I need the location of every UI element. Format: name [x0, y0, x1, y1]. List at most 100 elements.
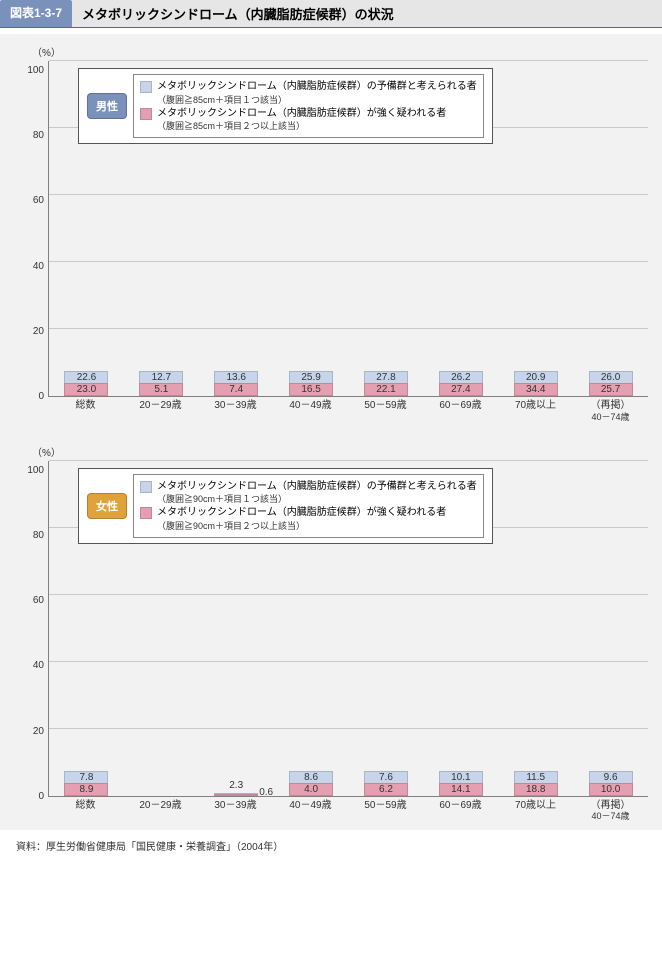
bar-value-strong: 4.0	[304, 784, 318, 795]
bar-group: 18.811.5	[498, 461, 573, 796]
bar-segment-reserve: 25.9	[289, 371, 333, 383]
legend-swatch	[140, 108, 152, 120]
legend-entry: メタボリックシンドローム（内臓脂肪症候群）が強く疑われる者（腹囲≧90cm＋項目…	[140, 506, 477, 532]
legend-label: メタボリックシンドローム（内臓脂肪症候群）の予備群と考えられる者（腹囲≧85cm…	[157, 80, 477, 106]
bar-segment-reserve: 11.5	[514, 771, 558, 783]
bar-segment-reserve: 13.6	[214, 371, 258, 383]
bar-segment-strong: 16.5	[289, 383, 333, 396]
y-tick: 0	[38, 792, 44, 802]
figure-number-tag: 図表1-3-7	[0, 0, 72, 27]
legend-swatch	[140, 507, 152, 519]
bar-stack: 7.413.6	[214, 371, 258, 396]
bar-value-strong: 6.2	[379, 784, 393, 795]
bar-stack: 4.08.6	[289, 771, 333, 796]
bar-value-strong: 14.1	[451, 784, 470, 795]
bar-value-strong: 22.1	[376, 384, 395, 395]
bar-value-reserve: 25.9	[301, 372, 320, 383]
bar-value-strong: 18.8	[526, 784, 545, 795]
legend-entries: メタボリックシンドローム（内臓脂肪症候群）の予備群と考えられる者（腹囲≧90cm…	[133, 474, 484, 538]
category-label: （再掲）40－74歳	[573, 400, 648, 422]
bar-stack: 25.726.0	[589, 371, 633, 396]
bar-segment-strong: 22.1	[364, 383, 408, 396]
bar-value-strong: 5.1	[154, 384, 168, 395]
bar-value-reserve: 13.6	[226, 372, 245, 383]
bar-stack: 0.62.3	[214, 793, 258, 796]
bar-segment-reserve: 22.6	[64, 371, 108, 383]
bar-value-reserve: 22.6	[77, 372, 96, 383]
y-tick: 40	[33, 661, 44, 671]
y-unit-label: （%）	[32, 444, 648, 459]
legend-entry: メタボリックシンドローム（内臓脂肪症候群）が強く疑われる者（腹囲≧85cm＋項目…	[140, 107, 477, 133]
bar-value-reserve: 20.9	[526, 372, 545, 383]
category-label: 60－69歳	[423, 400, 498, 422]
legend-sublabel: （腹囲≧90cm＋項目１つ該当）	[157, 493, 477, 505]
legend-sublabel: （腹囲≧85cm＋項目２つ以上該当）	[157, 120, 446, 132]
bar-segment-reserve: 7.6	[364, 771, 408, 783]
y-axis: 100806040200	[14, 61, 48, 397]
legend-sublabel: （腹囲≧90cm＋項目２つ以上該当）	[157, 520, 446, 532]
y-tick: 100	[27, 66, 44, 76]
category-sublabel: 40－74歳	[573, 412, 648, 422]
bar-stack: 34.420.9	[514, 371, 558, 396]
bar-segment-strong: 0.6	[214, 794, 258, 796]
bar-segment-strong: 5.1	[139, 383, 183, 396]
bar-stack: 5.112.7	[139, 371, 183, 396]
bar-value-reserve: 2.3	[229, 780, 243, 791]
bar-value-reserve: 26.0	[601, 372, 620, 383]
figure-container: 図表1-3-7 メタボリックシンドローム（内臓脂肪症候群）の状況 （%） 100 8…	[0, 0, 662, 861]
category-label: 40－49歳	[273, 400, 348, 422]
y-tick: 100	[27, 466, 44, 476]
bar-group: 10.09.6	[573, 461, 648, 796]
category-axis: 総数20－29歳30－39歳40－49歳50－59歳60－69歳70歳以上（再掲…	[48, 797, 648, 822]
bar-value-strong: 0.6	[259, 787, 273, 798]
bar-stack: 6.27.6	[364, 771, 408, 796]
category-label: 70歳以上	[498, 800, 573, 822]
category-label: （再掲）40－74歳	[573, 800, 648, 822]
bar-segment-reserve: 26.2	[439, 371, 483, 383]
y-tick: 0	[38, 392, 44, 402]
bar-segment-strong: 23.0	[64, 383, 108, 396]
bar-segment-strong: 18.8	[514, 783, 558, 796]
bar-segment-strong: 7.4	[214, 383, 258, 396]
title-bar: 図表1-3-7 メタボリックシンドローム（内臓脂肪症候群）の状況	[0, 0, 662, 28]
bar-stack: 10.09.6	[589, 771, 633, 796]
bar-group: 25.726.0	[573, 61, 648, 396]
legend-box: 女性メタボリックシンドローム（内臓脂肪症候群）の予備群と考えられる者（腹囲≧90…	[78, 468, 493, 544]
bar-segment-reserve: 7.8	[64, 771, 108, 783]
legend-label: メタボリックシンドローム（内臓脂肪症候群）が強く疑われる者（腹囲≧90cm＋項目…	[157, 506, 446, 532]
bar-segment-reserve: 26.0	[589, 371, 633, 383]
legend-label: メタボリックシンドローム（内臓脂肪症候群）が強く疑われる者（腹囲≧85cm＋項目…	[157, 107, 446, 133]
bar-value-strong: 23.0	[77, 384, 96, 395]
legend-entries: メタボリックシンドローム（内臓脂肪症候群）の予備群と考えられる者（腹囲≧85cm…	[133, 74, 484, 138]
bar-segment-reserve: 10.1	[439, 771, 483, 783]
bar-value-reserve: 26.2	[451, 372, 470, 383]
bar-value-strong: 8.9	[79, 784, 93, 795]
y-unit-label: （%）	[32, 44, 648, 59]
y-tick: 60	[33, 596, 44, 606]
bar-value-reserve: 27.8	[376, 372, 395, 383]
bar-value-reserve: 11.5	[526, 772, 545, 783]
bar-stack: 22.127.8	[364, 371, 408, 396]
bar-segment-strong: 4.0	[289, 783, 333, 796]
bar-segment-reserve: 2.3	[214, 793, 258, 794]
legend-swatch	[140, 81, 152, 93]
category-label: 50－59歳	[348, 800, 423, 822]
bar-stack: 18.811.5	[514, 771, 558, 796]
bar-value-reserve: 8.6	[304, 772, 318, 783]
bar-segment-reserve: 20.9	[514, 371, 558, 383]
bar-stack: 27.426.2	[439, 371, 483, 396]
bar-value-reserve: 10.1	[451, 772, 470, 783]
bar-group: 34.420.9	[498, 61, 573, 396]
bar-stack: 14.110.1	[439, 771, 483, 796]
category-label: 40－49歳	[273, 800, 348, 822]
bar-value-strong: 27.4	[451, 384, 470, 395]
bar-segment-strong: 25.7	[589, 383, 633, 396]
bar-segment-reserve: 9.6	[589, 771, 633, 783]
y-tick: 60	[33, 196, 44, 206]
category-label: 20－29歳	[123, 400, 198, 422]
gender-badge: 男性	[87, 93, 127, 119]
chart-female: （%）1008060402008.97.80.62.34.08.66.27.61…	[14, 444, 648, 822]
y-tick: 40	[33, 262, 44, 272]
bar-segment-strong: 27.4	[439, 383, 483, 396]
bar-value-strong: 10.0	[601, 784, 620, 795]
